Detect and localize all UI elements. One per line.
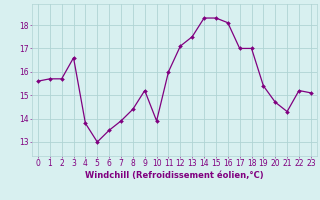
X-axis label: Windchill (Refroidissement éolien,°C): Windchill (Refroidissement éolien,°C) [85, 171, 264, 180]
